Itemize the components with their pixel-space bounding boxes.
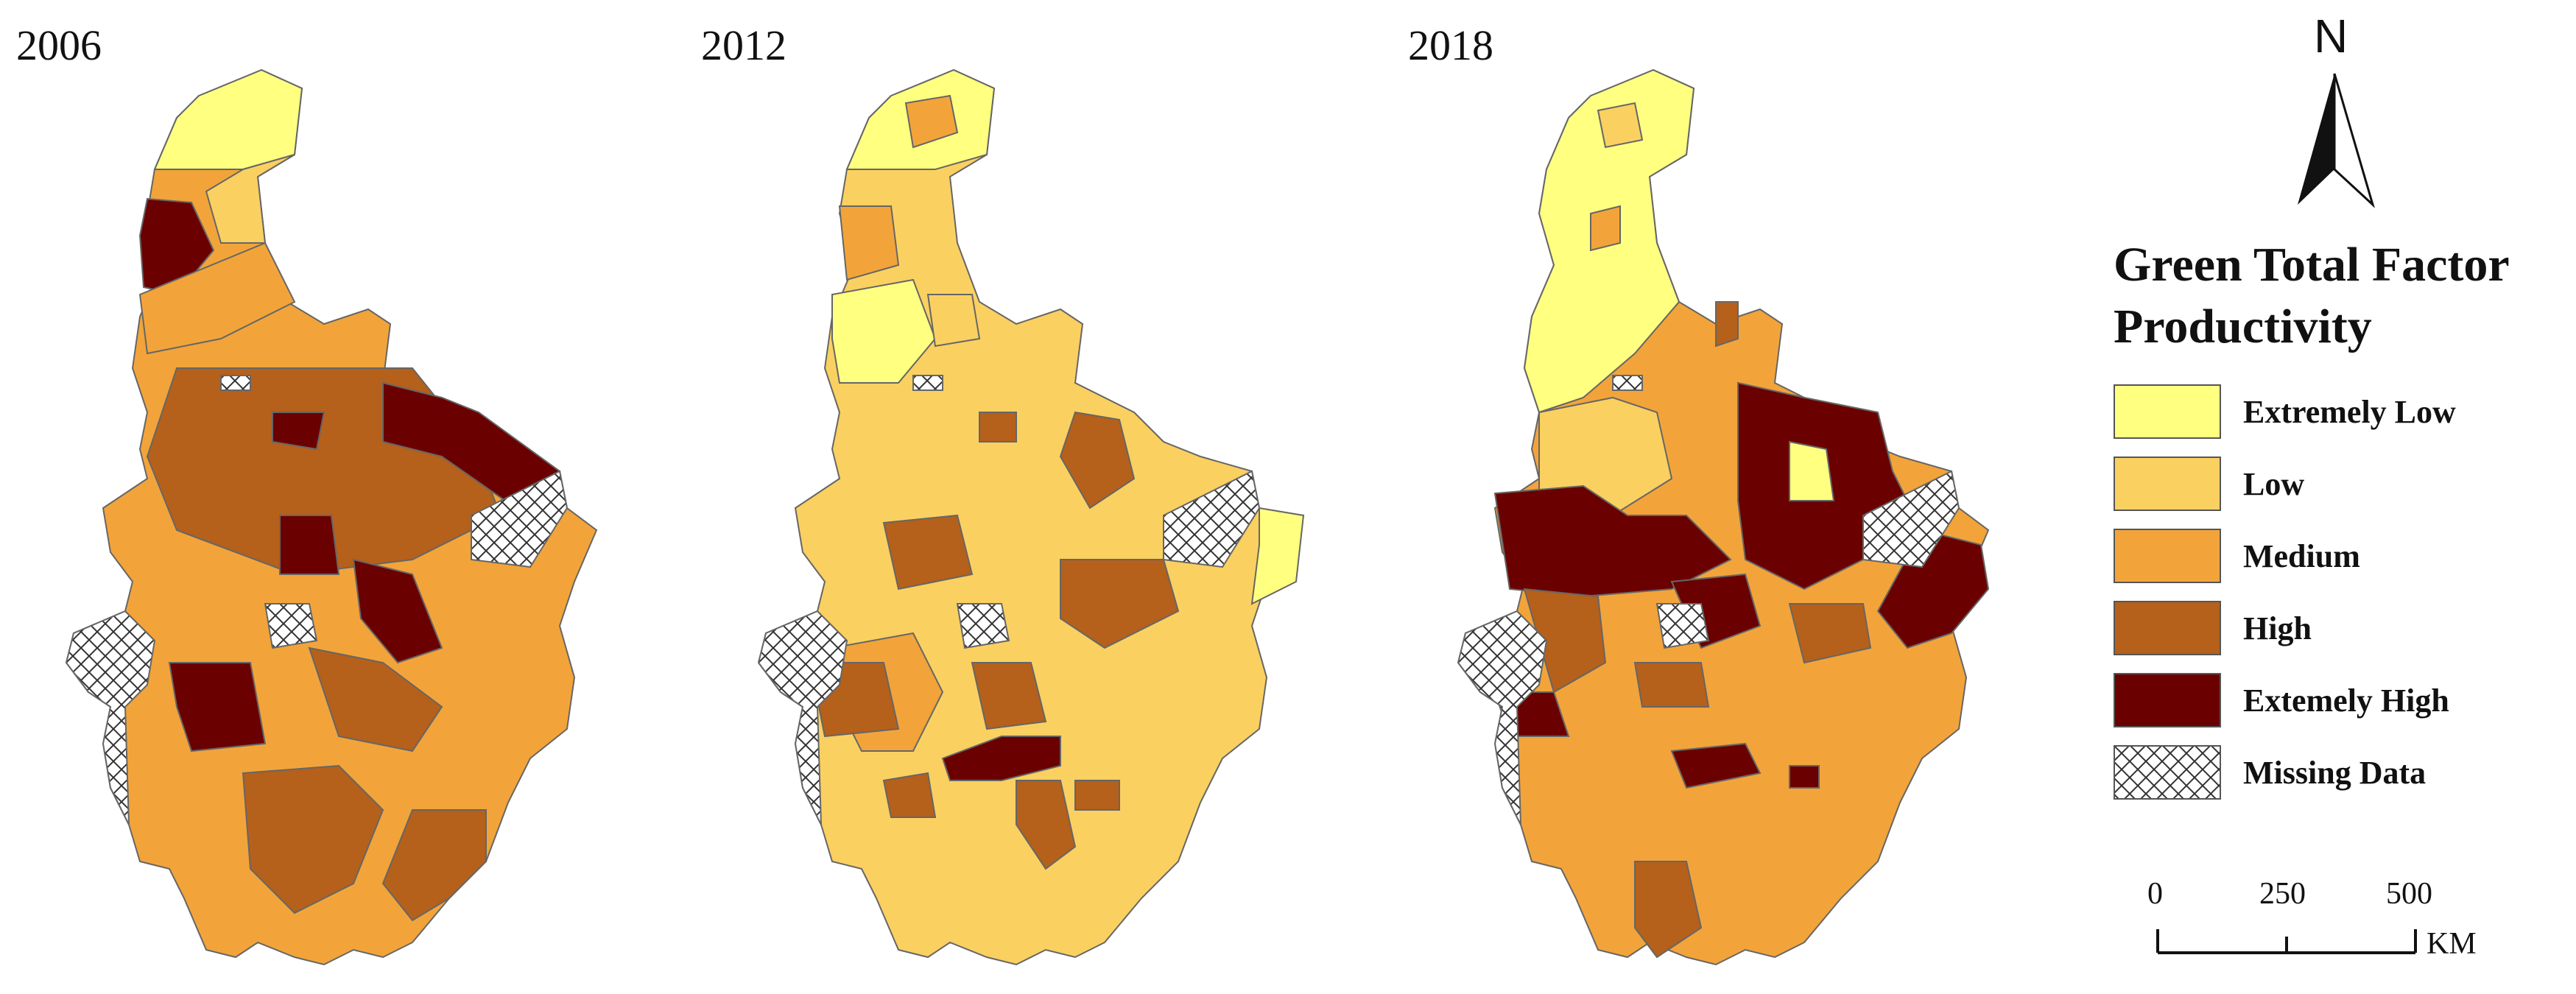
- map-2018: [1457, 68, 1990, 965]
- legend-swatch: [2114, 384, 2221, 439]
- legend-label: Missing Data: [2243, 755, 2427, 791]
- legend-item-medium: Medium: [2114, 529, 2555, 588]
- scale-unit-label: KM: [2427, 927, 2477, 961]
- legend-label: Extemely High: [2243, 683, 2449, 719]
- legend-label: Medium: [2243, 538, 2360, 574]
- legend-label: High: [2243, 610, 2312, 646]
- map-year-label-2006: 2006: [16, 21, 102, 69]
- legend-label: Low: [2243, 466, 2305, 502]
- scale-tick-label: 0: [2147, 877, 2163, 911]
- north-label: N: [2314, 10, 2348, 63]
- legend-swatch: [2114, 529, 2221, 583]
- legend-swatch: [2114, 601, 2221, 655]
- legend-item-high: High: [2114, 601, 2555, 660]
- map-year-label-2018: 2018: [1408, 21, 1493, 69]
- map-2006: [65, 68, 597, 965]
- scale-bar: [2156, 929, 2417, 954]
- legend-item-extremely-high: Extemely High: [2114, 673, 2555, 732]
- legend-item-low: Low: [2114, 457, 2555, 515]
- legend-item-missing-data: Missing Data: [2114, 745, 2555, 804]
- legend-title: Green Total Factor Productivity: [2114, 234, 2570, 358]
- north-arrow-icon: [2298, 73, 2375, 208]
- legend-swatch: [2114, 457, 2221, 511]
- legend-swatch: [2114, 673, 2221, 727]
- scale-tick-label: 500: [2386, 877, 2432, 911]
- legend-title-line1: Green Total Factor: [2114, 238, 2510, 292]
- map-year-label-2012: 2012: [701, 21, 786, 69]
- map-2012: [757, 68, 1305, 965]
- scale-tick-label: 250: [2259, 877, 2306, 911]
- legend-label: Extremely Low: [2243, 394, 2456, 430]
- legend-swatch-crosshatch: [2114, 745, 2221, 800]
- legend-item-extremely-low: Extremely Low: [2114, 384, 2555, 443]
- legend-title-line2: Productivity: [2114, 300, 2372, 353]
